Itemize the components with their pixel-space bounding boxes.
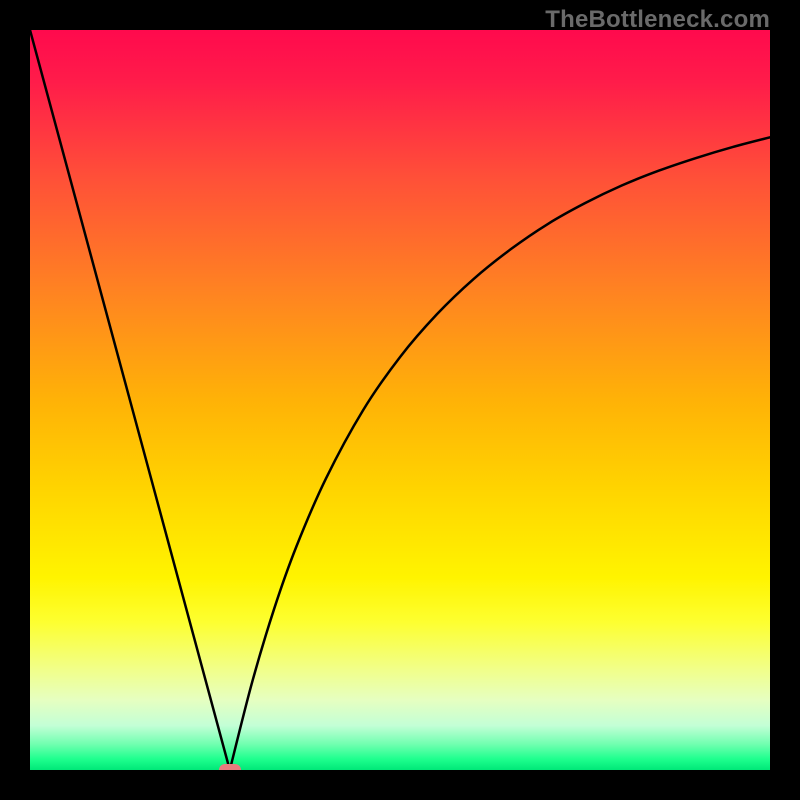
chart-frame: TheBottleneck.com: [0, 0, 800, 800]
vertex-marker: [219, 764, 241, 770]
bottleneck-curve: [30, 30, 770, 770]
plot-area: [30, 30, 770, 770]
